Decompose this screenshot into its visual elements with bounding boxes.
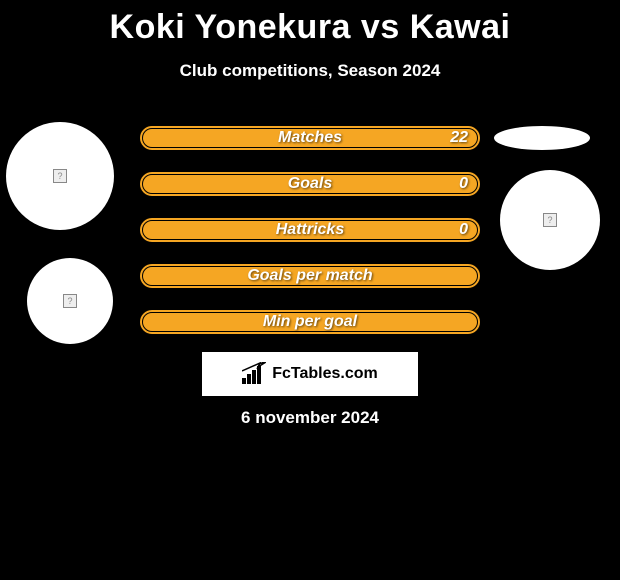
avatar-player1-secondary: ? [27,258,113,344]
bar-label: Goals per match [142,267,478,285]
bar-value: 22 [450,129,468,147]
image-placeholder-icon: ? [543,213,557,227]
bar-label: Min per goal [142,313,478,331]
logo-text: FcTables.com [272,365,378,383]
bar-value: 0 [459,175,468,193]
stat-bar-min-per-goal: Min per goal [140,310,480,334]
avatar-player2-ellipse [494,126,590,150]
image-placeholder-icon: ? [63,294,77,308]
stat-bar-hattricks: Hattricks0 [140,218,480,242]
avatar-player1-primary: ? [6,122,114,230]
title-player1: Koki Yonekura [110,8,351,46]
bar-label: Hattricks [142,221,478,239]
title-player2: Kawai [410,8,511,46]
bar-label: Matches [142,129,478,147]
avatar-player2-primary: ? [500,170,600,270]
stat-bar-matches: Matches22 [140,126,480,150]
stat-bar-goals-per-match: Goals per match [140,264,480,288]
logo-chart-icon [242,364,266,384]
date-label: 6 november 2024 [0,408,620,428]
logo-box: FcTables.com [202,352,418,396]
page-title: Koki Yonekura vs Kawai [0,0,620,47]
bar-value: 0 [459,221,468,239]
title-vs: vs [361,8,400,46]
stats-bars: Matches22Goals0Hattricks0Goals per match… [140,126,480,356]
stat-bar-goals: Goals0 [140,172,480,196]
image-placeholder-icon: ? [53,169,67,183]
subtitle: Club competitions, Season 2024 [0,61,620,81]
bar-label: Goals [142,175,478,193]
